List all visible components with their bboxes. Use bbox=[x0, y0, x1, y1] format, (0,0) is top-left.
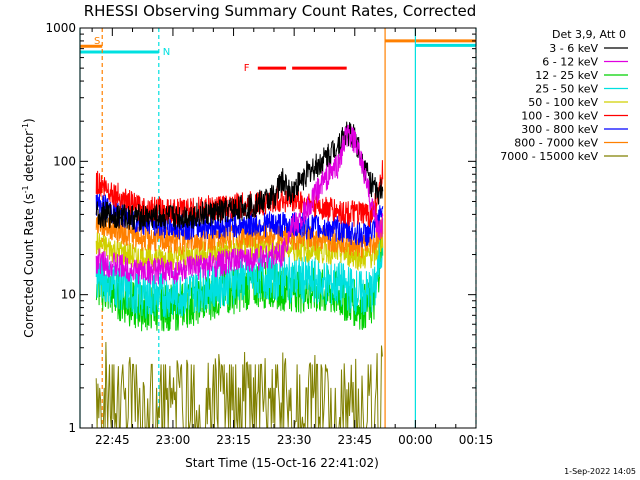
legend-label-3: 12 - 25 keV bbox=[535, 69, 598, 82]
legend-label-2: 6 - 12 keV bbox=[542, 56, 598, 69]
legend-label-9: 7000 - 15000 keV bbox=[500, 150, 598, 163]
legend-label-4: 25 - 50 keV bbox=[535, 83, 598, 96]
x-tick-label-3: 23:30 bbox=[277, 433, 312, 447]
y-axis-label-main: Corrected Count Rate (s bbox=[22, 193, 36, 337]
series-layer bbox=[95, 121, 384, 430]
y-axis-label-mid: detector bbox=[22, 131, 36, 186]
x-tick-label-6: 00:15 bbox=[459, 433, 494, 447]
series-line-4 bbox=[95, 218, 384, 319]
y-tick-label-0: 1 bbox=[68, 421, 76, 435]
x-tick-label-2: 23:15 bbox=[216, 433, 251, 447]
x-axis-label: Start Time (15-Oct-16 22:41:02) bbox=[185, 456, 379, 470]
x-tick-label-1: 23:00 bbox=[156, 433, 191, 447]
footer-timestamp: 1-Sep-2022 14:05 bbox=[564, 467, 636, 476]
y-tick-label-2: 100 bbox=[53, 154, 76, 168]
legend-label-6: 100 - 300 keV bbox=[521, 110, 598, 123]
flag-label-F: F bbox=[244, 63, 250, 74]
y-axis-label-sup1: -1 bbox=[21, 185, 30, 193]
y-tick-label-1: 10 bbox=[61, 288, 76, 302]
legend-label-7: 300 - 800 keV bbox=[521, 123, 598, 136]
series-line-1 bbox=[95, 121, 384, 231]
y-axis-label-sup2: -1 bbox=[21, 123, 30, 131]
plot-border bbox=[79, 27, 477, 429]
y-axis-label: Corrected Count Rate (s-1 detector-1) bbox=[21, 118, 36, 337]
legend-label-1: 3 - 6 keV bbox=[549, 42, 598, 55]
x-tick-label-5: 00:00 bbox=[398, 433, 433, 447]
x-tick-label-4: 23:45 bbox=[337, 433, 372, 447]
legend-label-8: 800 - 7000 keV bbox=[514, 137, 598, 150]
y-tick-label-3: 1000 bbox=[45, 21, 76, 35]
legend-header: Det 3,9, Att 0 bbox=[552, 28, 626, 41]
y-axis-label-end: ) bbox=[22, 118, 36, 123]
x-tick-label-0: 22:45 bbox=[95, 433, 130, 447]
flag-label-N: N bbox=[163, 47, 170, 58]
flag-label-S: S bbox=[94, 36, 100, 47]
series-line-2 bbox=[95, 124, 384, 285]
chart-title: RHESSI Observing Summary Count Rates, Co… bbox=[84, 2, 477, 20]
flag-bars-layer: S N F bbox=[80, 36, 476, 74]
legend-label-5: 50 - 100 keV bbox=[528, 96, 598, 109]
axes-layer: 1 10 100 1000 22:45 23:00 23:15 23:30 23:45 00:00… bbox=[45, 21, 493, 447]
